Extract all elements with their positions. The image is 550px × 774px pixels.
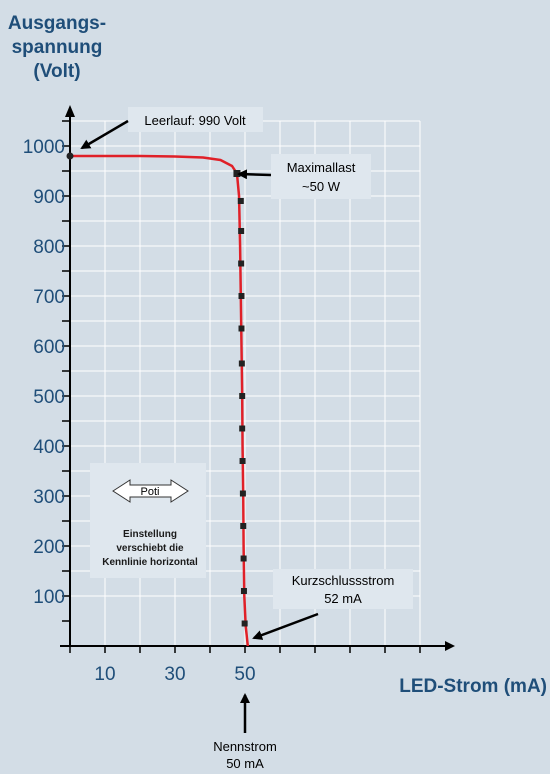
y-tick-label: 900 xyxy=(33,187,65,208)
kurzschluss-label-box xyxy=(273,569,413,609)
x-axis-arrowhead xyxy=(445,641,455,651)
y-axis-title-line-1: Ausgangs- xyxy=(8,13,106,34)
y-tick-label: 300 xyxy=(33,487,65,508)
poti-arrow-label: Poti xyxy=(141,486,160,498)
kurzschluss-label-line-2: 52 mA xyxy=(324,591,362,606)
y-tick-label: 800 xyxy=(33,237,65,258)
y-axis-title-line-2: spannung xyxy=(12,37,103,58)
y-tick-label: 600 xyxy=(33,337,65,358)
leerlauf-label-box xyxy=(128,107,263,132)
y-axis-arrowhead xyxy=(65,105,75,117)
x-tick-label: 10 xyxy=(94,664,115,685)
maximallast-arrow xyxy=(237,169,272,180)
nennstrom-label-line-1: Nennstrom xyxy=(213,739,277,754)
y-tick-label: 100 xyxy=(33,587,65,608)
data-point-marker xyxy=(241,620,248,627)
data-point-marker xyxy=(239,458,246,464)
maximallast-label-box xyxy=(271,154,371,199)
data-point-marker xyxy=(240,588,247,594)
data-point-marker xyxy=(238,360,245,367)
kurzschluss-label-line-1: Kurzschlussstrom xyxy=(292,573,395,588)
voltage-current-curve xyxy=(70,154,250,647)
y-tick-label: 700 xyxy=(33,287,65,308)
y-tick-label: 1000 xyxy=(23,137,65,158)
data-series xyxy=(66,152,250,647)
poti-box-background xyxy=(90,463,206,578)
x-tick-label: 30 xyxy=(164,664,185,685)
poti-description-line-2: verschiebt die xyxy=(116,543,184,554)
x-axis-title: LED-Strom (mA) xyxy=(399,676,547,697)
y-tick-label: 400 xyxy=(33,437,65,458)
poti-info-box: Poti Einstellung verschiebt die Kennlini… xyxy=(90,463,206,578)
kurzschluss-arrow xyxy=(252,612,319,640)
poti-description-line-3: Kennlinie horizontal xyxy=(102,557,198,568)
maximallast-label-line-2: ~50 W xyxy=(302,179,341,194)
data-point-marker xyxy=(240,523,247,529)
data-point-marker xyxy=(238,293,245,299)
y-tick-label: 500 xyxy=(33,387,65,408)
data-point-marker xyxy=(238,325,245,332)
tick-labels: 10 30 50 100 200 300 400 500 600 700 800 900 1000 xyxy=(23,137,256,685)
x-tick-label: 50 xyxy=(234,664,255,685)
y-tick-label: 200 xyxy=(33,537,65,558)
maximallast-marker xyxy=(233,170,241,177)
axes xyxy=(60,105,455,653)
poti-double-arrow xyxy=(112,479,189,503)
data-point-marker xyxy=(238,228,245,234)
data-point-marker xyxy=(240,555,247,562)
poti-description-line-1: Einstellung xyxy=(123,529,177,540)
data-point-marker xyxy=(237,198,244,204)
nennstrom-label-line-2: 50 mA xyxy=(226,756,264,771)
data-point-marker xyxy=(239,393,246,399)
y-axis-title-line-3: (Volt) xyxy=(33,61,80,82)
leerlauf-label: Leerlauf: 990 Volt xyxy=(144,113,246,128)
data-point-marker xyxy=(239,425,246,432)
maximallast-label-line-1: Maximallast xyxy=(287,160,356,175)
data-point-marker xyxy=(238,260,245,267)
leerlauf-point xyxy=(66,152,74,160)
data-point-marker xyxy=(239,490,246,497)
leerlauf-arrow xyxy=(80,119,129,150)
